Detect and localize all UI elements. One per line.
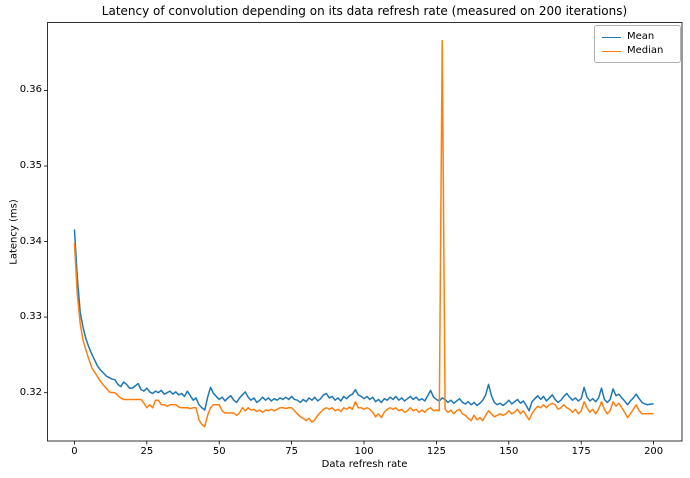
y-tick-label: 0.36: [19, 84, 42, 96]
x-tick-label: 75: [285, 446, 298, 457]
y-tick-label: 0.35: [19, 160, 42, 172]
x-tick-label: 50: [212, 446, 226, 457]
x-tick-label: 175: [571, 446, 591, 457]
y-tick-label: 0.33: [19, 311, 42, 323]
y-axis-label: Latency (ms): [8, 199, 20, 265]
median-line-swatch: [602, 50, 621, 52]
chart-title: Latency of convolution depending on its …: [101, 4, 628, 18]
y-tick-label: 0.34: [19, 235, 42, 247]
axes-spines: [47, 22, 683, 442]
x-tick-label: 25: [140, 446, 154, 457]
series-mean-line: [73, 229, 654, 412]
legend-item-mean: Mean: [602, 30, 674, 44]
legend-label-mean: Mean: [627, 31, 655, 42]
legend-label-median: Median: [627, 45, 664, 56]
x-tick-label: 125: [426, 446, 446, 457]
x-tick-label: 150: [499, 446, 519, 457]
x-tick-label: 200: [644, 446, 664, 457]
series-median-line: [73, 39, 654, 428]
mean-line-swatch: [602, 36, 621, 38]
x-tick-label: 100: [354, 446, 374, 457]
legend: Mean Median: [594, 25, 681, 63]
y-tick-label: 0.32: [19, 386, 42, 398]
legend-item-median: Median: [602, 44, 674, 58]
x-tick-label: 0: [71, 446, 78, 457]
x-axis-label: Data refresh rate: [321, 459, 408, 470]
